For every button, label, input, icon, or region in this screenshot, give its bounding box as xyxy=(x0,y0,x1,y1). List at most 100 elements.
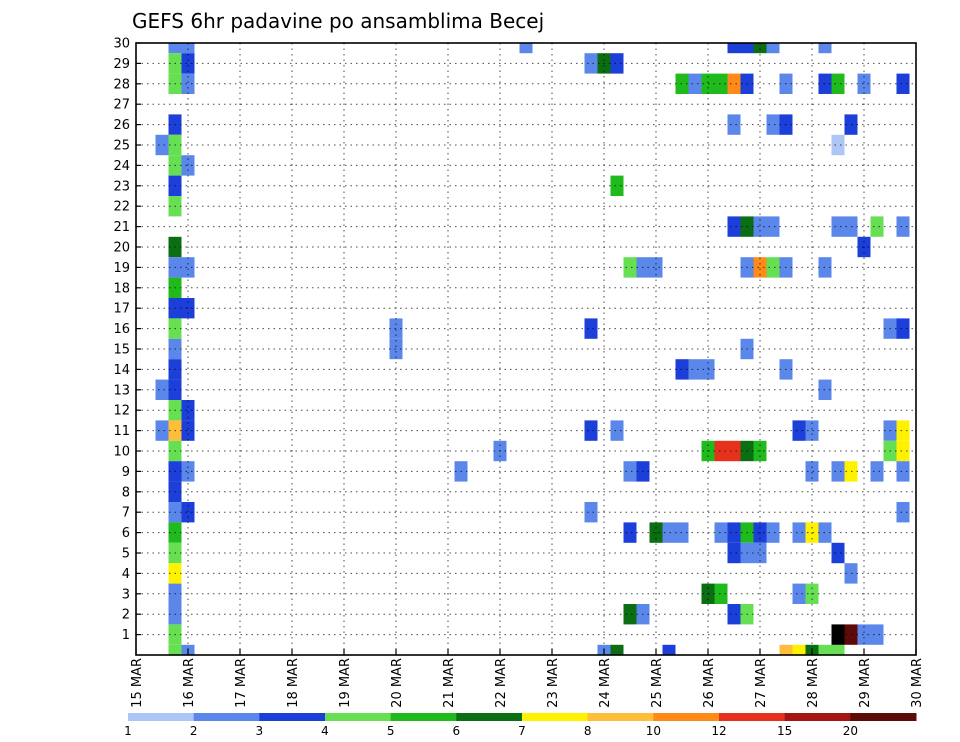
heat-cell xyxy=(753,542,767,564)
heat-cell xyxy=(831,73,845,94)
heat-cell xyxy=(779,644,793,655)
heat-cell xyxy=(766,522,780,543)
heat-cell xyxy=(649,257,663,278)
heat-cell xyxy=(753,43,767,54)
colorbar: 1 2 3 4 5 6 7 8 10 12 15 20 xyxy=(124,713,917,738)
heat-cell xyxy=(610,420,624,441)
colorbar-label: 20 xyxy=(843,724,858,738)
heat-cell xyxy=(727,43,741,54)
heat-cell xyxy=(727,604,741,625)
heat-cell xyxy=(181,53,195,74)
heat-cell xyxy=(831,542,845,564)
heat-cell xyxy=(181,502,195,523)
heat-cell xyxy=(896,216,910,237)
heat-cell xyxy=(831,644,845,655)
colorbar-swatch xyxy=(128,713,195,721)
heat-cell xyxy=(831,216,845,237)
y-tick-label: 23 xyxy=(113,179,130,194)
heat-cell xyxy=(727,216,741,237)
colorbar-swatch xyxy=(259,713,326,721)
colorbar-swatch xyxy=(522,713,589,721)
y-tick-label: 11 xyxy=(113,424,130,439)
heat-cell xyxy=(727,522,741,543)
heat-cell xyxy=(753,216,767,237)
heat-cell xyxy=(714,583,728,604)
y-tick-label: 10 xyxy=(113,445,130,460)
heat-cell xyxy=(610,53,624,74)
heat-cell xyxy=(155,134,169,156)
y-tick-label: 4 xyxy=(122,567,130,582)
heat-cell xyxy=(896,73,910,94)
heat-cell xyxy=(714,73,728,94)
heat-cell xyxy=(792,420,806,441)
colorbar-label: 3 xyxy=(256,724,264,738)
colorbar-label: 6 xyxy=(453,724,461,738)
y-tick-label: 29 xyxy=(113,57,130,72)
x-tick-label: 16 MAR xyxy=(182,658,197,708)
y-tick-label: 9 xyxy=(122,465,130,480)
y-tick-label: 3 xyxy=(122,587,130,602)
heat-cell xyxy=(623,461,637,482)
y-tick-label: 15 xyxy=(113,343,130,358)
heat-cell xyxy=(831,461,845,482)
colorbar-swatch xyxy=(390,713,457,721)
x-tick-label: 28 MAR xyxy=(806,658,821,708)
y-tick-label: 20 xyxy=(113,241,130,256)
x-axis-ticks: 15 MAR 16 MAR 17 MAR 18 MAR 19 MAR 20 MAR 21 M… xyxy=(130,649,925,708)
heat-cell xyxy=(818,43,832,54)
colorbar-label: 7 xyxy=(518,724,526,738)
colorbar-swatch xyxy=(719,713,786,721)
colorbar-swatch xyxy=(784,713,851,721)
heat-cell xyxy=(727,542,741,564)
heat-cell xyxy=(805,461,819,482)
y-tick-label: 7 xyxy=(122,506,130,521)
x-tick-label: 24 MAR xyxy=(598,658,613,708)
heat-cell xyxy=(181,420,195,441)
heat-cell xyxy=(623,522,637,543)
y-tick-label: 19 xyxy=(113,261,130,276)
heat-cell xyxy=(818,644,832,655)
heat-cell xyxy=(155,420,169,441)
x-tick-label: 30 MAR xyxy=(910,658,925,708)
heat-cell xyxy=(584,502,598,523)
colorbar-label: 1 xyxy=(124,724,132,738)
heat-cell xyxy=(662,644,676,655)
heat-cell xyxy=(792,644,806,655)
heat-cell xyxy=(766,43,780,54)
heat-cell xyxy=(792,522,806,543)
y-tick-label: 24 xyxy=(113,159,130,174)
heat-cell xyxy=(688,73,702,94)
y-tick-label: 28 xyxy=(113,77,130,92)
colorbar-label: 5 xyxy=(387,724,395,738)
heat-cell xyxy=(714,522,728,543)
x-tick-label: 25 MAR xyxy=(650,658,665,708)
x-tick-label: 29 MAR xyxy=(858,658,873,708)
heat-cell xyxy=(753,257,767,278)
colorbar-label: 12 xyxy=(711,724,726,738)
heat-cell xyxy=(688,359,702,380)
colorbar-swatch xyxy=(587,713,654,721)
x-tick-label: 27 MAR xyxy=(754,658,769,708)
x-tick-label: 26 MAR xyxy=(702,658,717,708)
y-tick-label: 26 xyxy=(113,118,130,133)
colorbar-swatch xyxy=(653,713,720,721)
y-tick-label: 30 xyxy=(113,37,130,52)
heat-cell xyxy=(584,420,598,441)
y-tick-label: 18 xyxy=(113,281,130,296)
heat-cell xyxy=(896,420,910,441)
y-tick-label: 12 xyxy=(113,404,130,419)
heat-cell xyxy=(727,114,741,135)
heat-cell xyxy=(896,440,910,462)
heat-cell xyxy=(181,43,195,54)
x-tick-label: 18 MAR xyxy=(286,658,301,708)
colorbar-swatch xyxy=(850,713,917,721)
y-tick-label: 22 xyxy=(113,200,130,215)
y-tick-label: 27 xyxy=(113,98,130,113)
heat-cell xyxy=(181,73,195,94)
heat-cell xyxy=(623,257,637,278)
x-tick-label: 17 MAR xyxy=(234,658,249,708)
heat-cell xyxy=(714,440,728,462)
y-tick-label: 17 xyxy=(113,302,130,317)
heat-cell xyxy=(792,583,806,604)
